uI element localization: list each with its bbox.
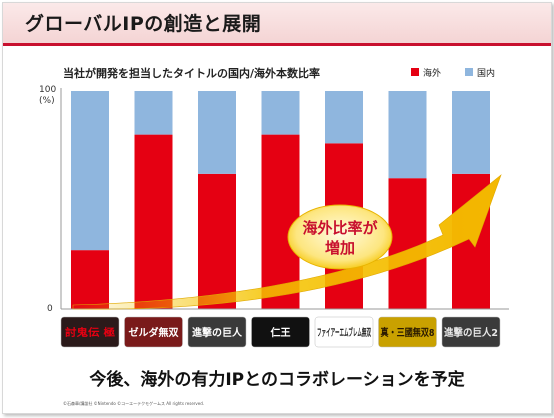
bar-domestic-4 (261, 91, 300, 135)
legend-label-domestic: 国内 (477, 67, 495, 79)
title-logo-1: 討鬼伝 極 (60, 316, 120, 348)
annotation-badge (287, 204, 393, 270)
header-divider (3, 43, 551, 46)
bar-domestic-7 (452, 91, 490, 174)
category-label: 進撃の巨人 (192, 326, 243, 339)
y-axis-unit: (%) (39, 96, 55, 106)
bar-domestic-6 (388, 91, 427, 179)
legend-label-overseas: 海外 (423, 67, 441, 79)
legend-swatch-overseas (411, 68, 419, 76)
y-tick-label-bottom: 0 (47, 304, 53, 314)
title-logo-plate (187, 316, 247, 348)
title-logo-5: ファイアーエムブレム無双 (314, 316, 374, 348)
title-logo-2: ゼルダ無双 (124, 316, 183, 348)
annotation-line-2: 増加 (325, 239, 355, 257)
slide: グローバルIPの創造と展開 当社が開発を担当したタイトルの国内/海外本数比率 海… (2, 2, 552, 414)
bar-overseas-1 (71, 250, 109, 309)
chart-subtitle: 当社が開発を担当したタイトルの国内/海外本数比率 (63, 66, 320, 80)
bar-domestic-5 (325, 91, 363, 144)
title-logo-7: 進撃の巨人2 (441, 316, 501, 348)
header-band: グローバルIPの創造と展開 (3, 3, 551, 43)
annotation-line-1: 海外比率が (302, 219, 378, 237)
trend-arrow (72, 174, 502, 310)
category-label: 仁王 (271, 326, 291, 339)
title-logo-plate (441, 316, 501, 348)
chart: 当社が開発を担当したタイトルの国内/海外本数比率 海外 国内 100 (%) 0 … (39, 66, 509, 406)
page-title: グローバルIPの創造と展開 (25, 13, 262, 35)
bars (71, 91, 490, 309)
bar-overseas-4 (261, 134, 300, 309)
legend: 海外 国内 (411, 67, 495, 79)
category-label: 真・三國無双8 (381, 326, 435, 339)
category-label: 討鬼伝 極 (65, 326, 115, 339)
category-label: ゼルダ無双 (129, 326, 179, 339)
title-logo-3: 進撃の巨人 (187, 316, 247, 348)
title-logo-6: 真・三國無双8 (378, 316, 437, 348)
bar-domestic-3 (198, 91, 236, 174)
title-logo-plate (60, 316, 120, 348)
footnote: ©石森章/講談社 ©Nintendo ©コーエーテクモゲームス All righ… (63, 400, 204, 406)
bar-domestic-2 (134, 91, 173, 135)
title-logo-plate (314, 316, 374, 348)
title-logo-plate (251, 316, 310, 348)
title-logo-4: 仁王 (251, 316, 310, 348)
title-logo-plate (124, 316, 183, 348)
category-label: 進撃の巨人2 (444, 326, 498, 339)
bar-overseas-3 (198, 173, 236, 309)
category-label: ファイアーエムブレム無双 (317, 326, 371, 339)
bottom-message: 今後、海外の有力IPとのコラボレーションを予定 (89, 369, 464, 390)
bar-overseas-6 (388, 178, 427, 309)
bar-domestic-1 (71, 91, 109, 251)
bar-overseas-2 (134, 134, 173, 309)
legend-swatch-domestic (465, 68, 473, 76)
y-tick-label-top: 100 (39, 85, 56, 95)
title-logo-plate (378, 316, 437, 348)
